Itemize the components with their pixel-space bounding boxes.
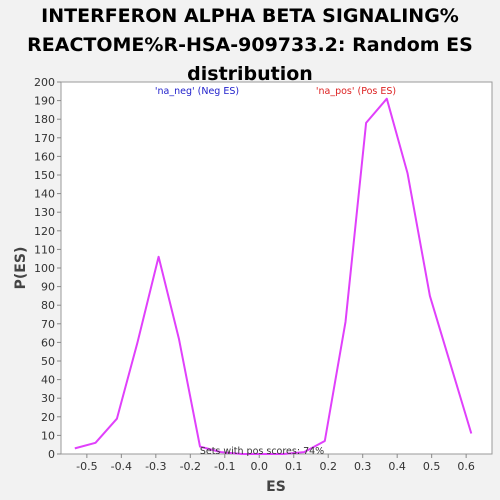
- x-tick-label: 0.1: [285, 460, 303, 473]
- x-tick-label: 0.4: [388, 460, 406, 473]
- series-layer: [74, 97, 473, 455]
- x-tick-label: 0.6: [457, 460, 475, 473]
- y-tick-label: 110: [34, 243, 55, 256]
- y-tick-label: 150: [34, 169, 55, 182]
- y-tick-label: 180: [34, 113, 55, 126]
- y-tick-label: 120: [34, 225, 55, 238]
- x-tick-label: -0.2: [180, 460, 201, 473]
- y-tick-label: 70: [41, 318, 55, 331]
- y-tick-label: 60: [41, 336, 55, 349]
- y-tick-label: 140: [34, 188, 55, 201]
- y-tick-label: 90: [41, 281, 55, 294]
- x-tick-label: 0.0: [251, 460, 269, 473]
- x-tick-label: 0.3: [354, 460, 372, 473]
- y-tick-label: 80: [41, 299, 55, 312]
- y-tick-label: 20: [41, 411, 55, 424]
- annotation-neg: 'na_neg' (Neg ES): [155, 86, 239, 97]
- y-tick-label: 160: [34, 150, 55, 163]
- plot-area: [60, 81, 493, 455]
- x-tick-label: -0.5: [76, 460, 97, 473]
- annotation-pos: 'na_pos' (Pos ES): [316, 86, 396, 97]
- y-tick-label: 40: [41, 374, 55, 387]
- y-axis-title: P(ES): [13, 247, 29, 290]
- x-tick-label: 0.5: [423, 460, 441, 473]
- series-line: [74, 97, 473, 455]
- y-axis: 0 10 20 30 40 50 60 70 80 90 100 110 120 130 140 150 160…: [34, 76, 61, 461]
- chart-title: INTERFERON ALPHA BETA SIGNALING% REACTOM…: [27, 5, 473, 85]
- x-axis: -0.5 -0.4 -0.3 -0.2 -0.1 0.0 0.1 0.2 0.3 0.4 0.5 0.…: [76, 454, 475, 473]
- y-tick-label: 200: [34, 76, 55, 89]
- y-tick-label: 190: [34, 95, 55, 108]
- y-tick-label: 130: [34, 206, 55, 219]
- y-tick-label: 0: [48, 448, 55, 461]
- y-tick-label: 10: [41, 429, 55, 442]
- x-tick-label: 0.2: [319, 460, 337, 473]
- y-tick-label: 100: [34, 262, 55, 275]
- annotation-pos-scores: Sets with pos scores: 74%: [200, 446, 324, 457]
- x-tick-label: -0.1: [214, 460, 235, 473]
- x-tick-label: -0.4: [111, 460, 132, 473]
- x-tick-label: -0.3: [145, 460, 166, 473]
- y-tick-label: 170: [34, 132, 55, 145]
- x-axis-title: ES: [266, 479, 286, 495]
- y-tick-label: 50: [41, 355, 55, 368]
- y-tick-label: 30: [41, 392, 55, 405]
